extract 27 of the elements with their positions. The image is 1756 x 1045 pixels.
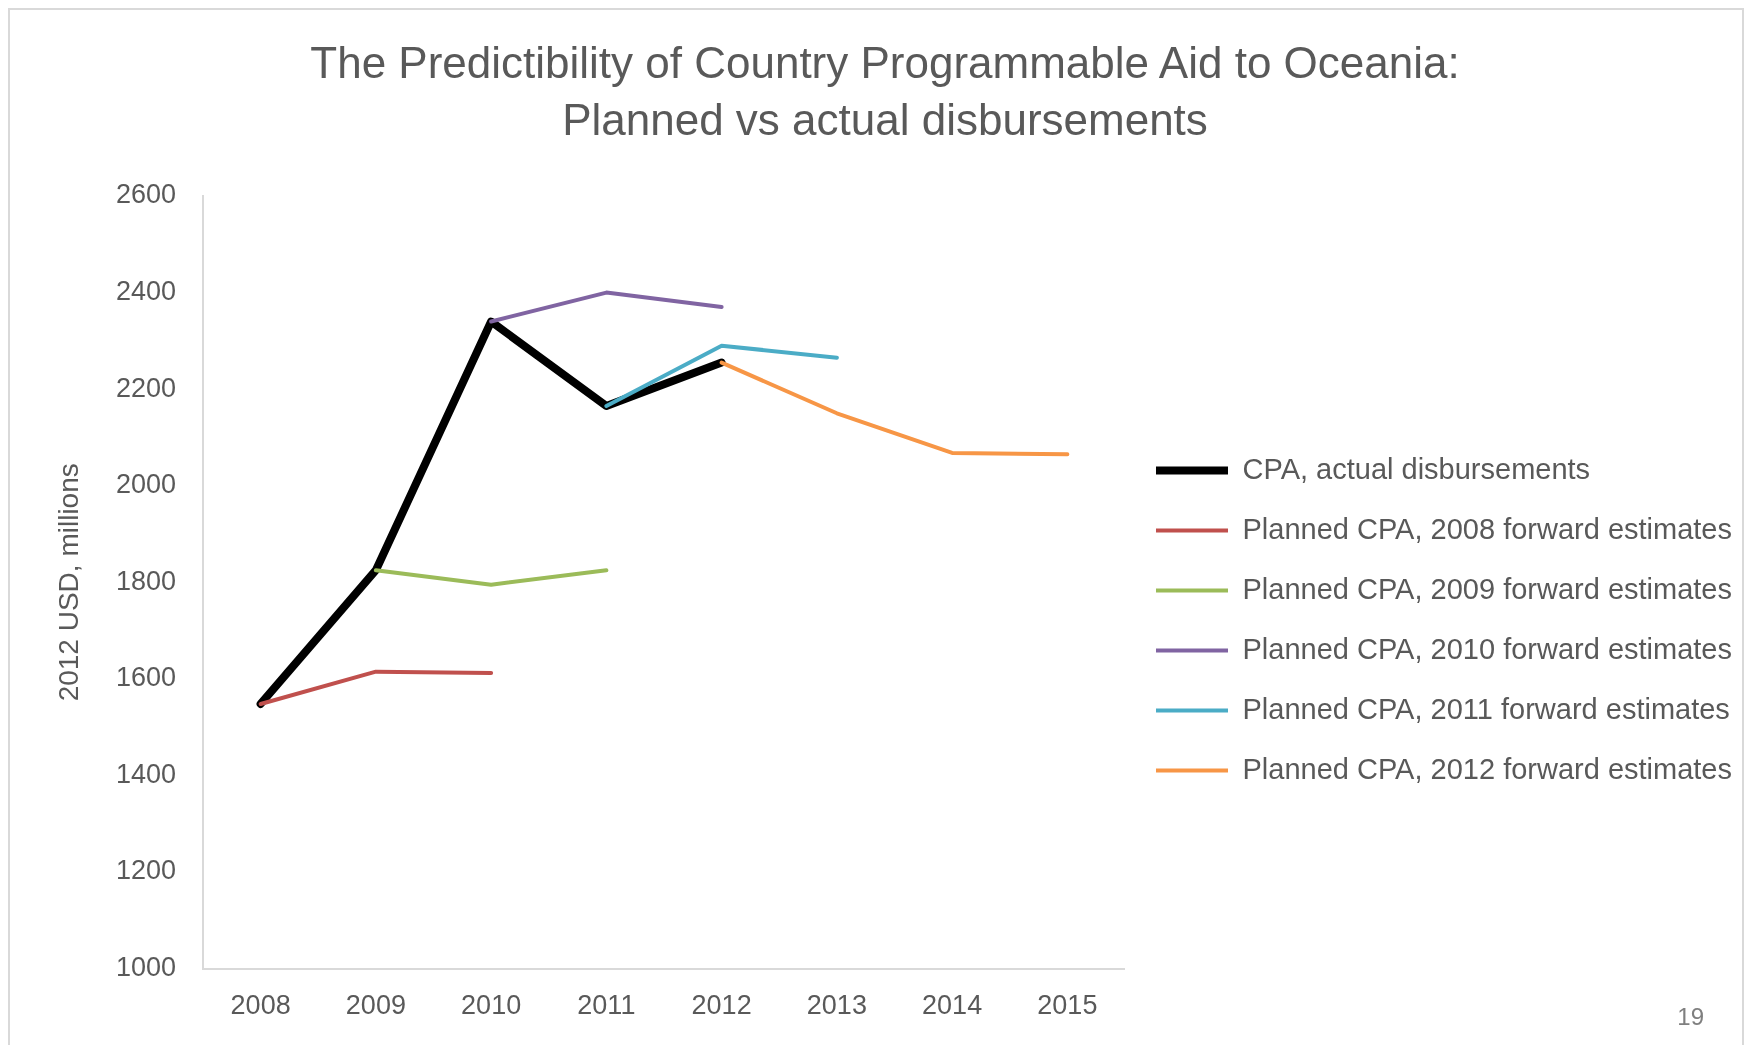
- legend-label: Planned CPA, 2012 forward estimates: [1242, 752, 1733, 785]
- y-tick-label: 2200: [115, 372, 176, 403]
- y-tick-label: 1200: [115, 855, 176, 886]
- y-tick-label: 1800: [115, 565, 176, 596]
- legend-label: Planned CPA, 2008 forward estimates: [1242, 512, 1733, 545]
- slide-frame: The Predictibility of Country Programmable Aid to Oceania: Planned vs actual disbursements 2012 USD, millions CPA, actual disbursements Planned CPA, 2008 forward estimates Planned CPA, 2009 forward estimates Planned CPA, 2010 forward estimates Planned CPA, 2011 forward estimates Planned CPA, 2012 forward estimates 2008 2009 2010 2011 2012 2013 2014 2015 1000 1200 1400 1600 1800 2000 2200 2400 2600 19: [8, 8, 1744, 1045]
- y-axis-title: 2012 USD, millions: [52, 463, 84, 702]
- text: 19: [1677, 1003, 1704, 1031]
- x-tick-label: 2008: [230, 990, 291, 1021]
- legend-label: Planned CPA, 2011 forward estimates: [1242, 692, 1730, 725]
- x-tick-label: 2015: [1037, 990, 1098, 1021]
- y-tick-label: 2000: [115, 469, 176, 500]
- x-tick-label: 2009: [345, 990, 406, 1021]
- y-tick-label: 1400: [115, 758, 176, 789]
- x-tick-label: 2011: [577, 990, 636, 1021]
- chart-title: The Predictibility of Country Programmable Aid to Oceania: Planned vs actual disbursements: [309, 37, 1461, 146]
- legend-label: Planned CPA, 2010 forward estimates: [1242, 632, 1733, 665]
- y-tick-label: 2600: [115, 179, 176, 210]
- legend-label: CPA, actual disbursements: [1242, 452, 1591, 485]
- x-tick-label: 2010: [461, 990, 522, 1021]
- x-tick-label: 2013: [806, 990, 867, 1021]
- y-tick-label: 1000: [115, 952, 176, 983]
- x-tick-label: 2012: [691, 990, 752, 1021]
- y-tick-label: 2400: [115, 276, 176, 307]
- y-tick-label: 1600: [115, 662, 176, 693]
- x-tick-label: 2014: [922, 990, 983, 1021]
- legend-label: Planned CPA, 2009 forward estimates: [1242, 572, 1733, 605]
